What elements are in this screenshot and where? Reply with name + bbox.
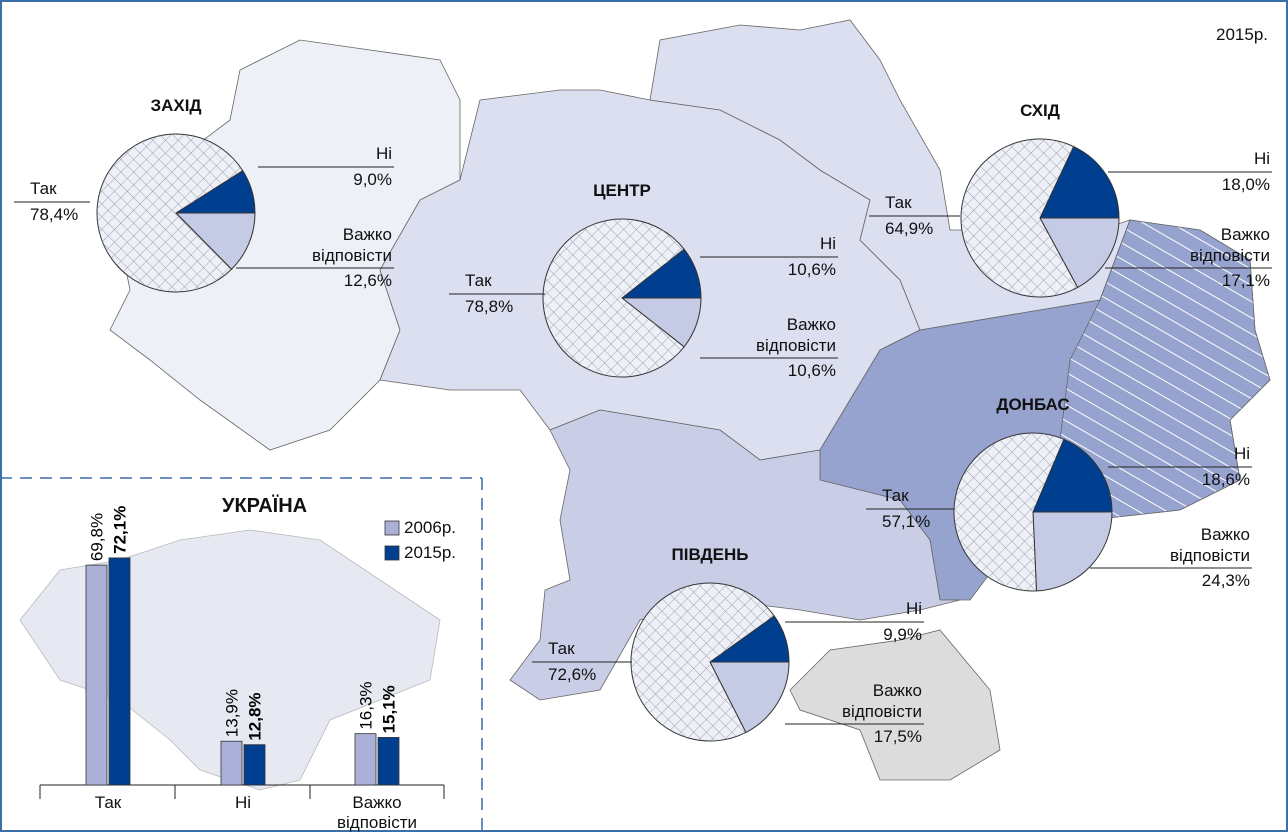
crimea — [789, 629, 1001, 781]
pie-slice — [1039, 145, 1120, 219]
bar — [377, 737, 400, 786]
pie-title: ЗАХІД — [150, 96, 202, 115]
slice-value: 17,1% — [1221, 271, 1270, 290]
legend-label: 2006р. — [404, 518, 456, 537]
bar-value-label: 72,1% — [111, 506, 130, 554]
slice-label: Ні — [1253, 149, 1270, 168]
pie-title: ПІВДЕНЬ — [671, 545, 749, 564]
pie-slice — [1039, 217, 1120, 289]
x-tick-label: Так — [94, 793, 122, 812]
x-tick-label: Ні — [234, 793, 252, 812]
slice-value: 18,6% — [1201, 470, 1250, 489]
pie-title: СХІД — [1020, 101, 1060, 120]
pie-slice — [174, 212, 256, 270]
slice-label: Ні — [375, 144, 392, 163]
marks: 69,8% 13,9% 16,3% 72,1% 12,8% 15,1% — [14, 133, 1272, 799]
slice-value: 17,5% — [873, 727, 922, 746]
slice-value: 78,8% — [465, 297, 514, 316]
slice-label: Важко відповісти — [1190, 225, 1270, 265]
slice-label: Так — [465, 271, 492, 290]
bar — [354, 733, 377, 786]
legend-label: 2015р. — [404, 543, 456, 562]
bar — [220, 740, 243, 786]
pie-hatch — [954, 432, 1064, 591]
pie-title: ЦЕНТР — [593, 181, 651, 200]
bar — [108, 557, 131, 786]
bar-value-label: 15,1% — [380, 685, 399, 733]
bar-value-label: 69,8% — [88, 513, 107, 561]
pie-title: ДОНБАС — [996, 395, 1070, 414]
slice-value: 10,6% — [787, 361, 836, 380]
slice-label: Так — [548, 639, 575, 658]
slice-label: Важко відповісти — [1170, 525, 1250, 565]
slice-label: Ні — [1233, 444, 1250, 463]
pie-slice — [1032, 511, 1113, 592]
south-region — [509, 409, 961, 701]
slice-label: Важко відповісти — [842, 681, 922, 721]
x-tick-label: Важко відповісти — [337, 793, 417, 832]
bar-title: УКРАЇНА — [222, 495, 308, 517]
slice-label: Ні — [905, 599, 922, 618]
slice-value: 9,0% — [353, 170, 392, 189]
slice-label: Так — [882, 486, 909, 505]
pie-slice — [709, 661, 790, 734]
slice-value: 24,3% — [1201, 571, 1250, 590]
slice-label: Важко відповісти — [756, 315, 836, 355]
legend-swatch — [384, 520, 400, 536]
legend-swatch — [384, 545, 400, 561]
slice-value: 72,6% — [548, 665, 597, 684]
slice-label: Ні — [819, 234, 836, 253]
pie-hatch — [543, 219, 685, 378]
slice-label: Важко відповісти — [312, 225, 392, 265]
slice-label: Так — [30, 179, 57, 198]
slice-value: 9,9% — [883, 625, 922, 644]
pie-hatch — [630, 583, 775, 741]
slice-value: 78,4% — [30, 205, 79, 224]
slice-value: 64,9% — [885, 219, 934, 238]
slice-value: 57,1% — [882, 512, 931, 531]
year-note: 2015р. — [1216, 25, 1268, 44]
slice-value: 18,0% — [1221, 175, 1270, 194]
pie-slice — [1032, 438, 1113, 513]
bar-value-label: 16,3% — [357, 681, 376, 729]
slice-value: 12,6% — [343, 271, 392, 290]
slice-value: 10,6% — [787, 260, 836, 279]
bar — [85, 564, 108, 786]
bar-value-label: 12,8% — [246, 692, 265, 740]
bar-value-label: 13,9% — [223, 689, 242, 737]
slice-label: Так — [885, 193, 912, 212]
pie-hatch — [96, 134, 243, 293]
bar — [243, 744, 266, 786]
pie-hatch — [961, 139, 1078, 297]
